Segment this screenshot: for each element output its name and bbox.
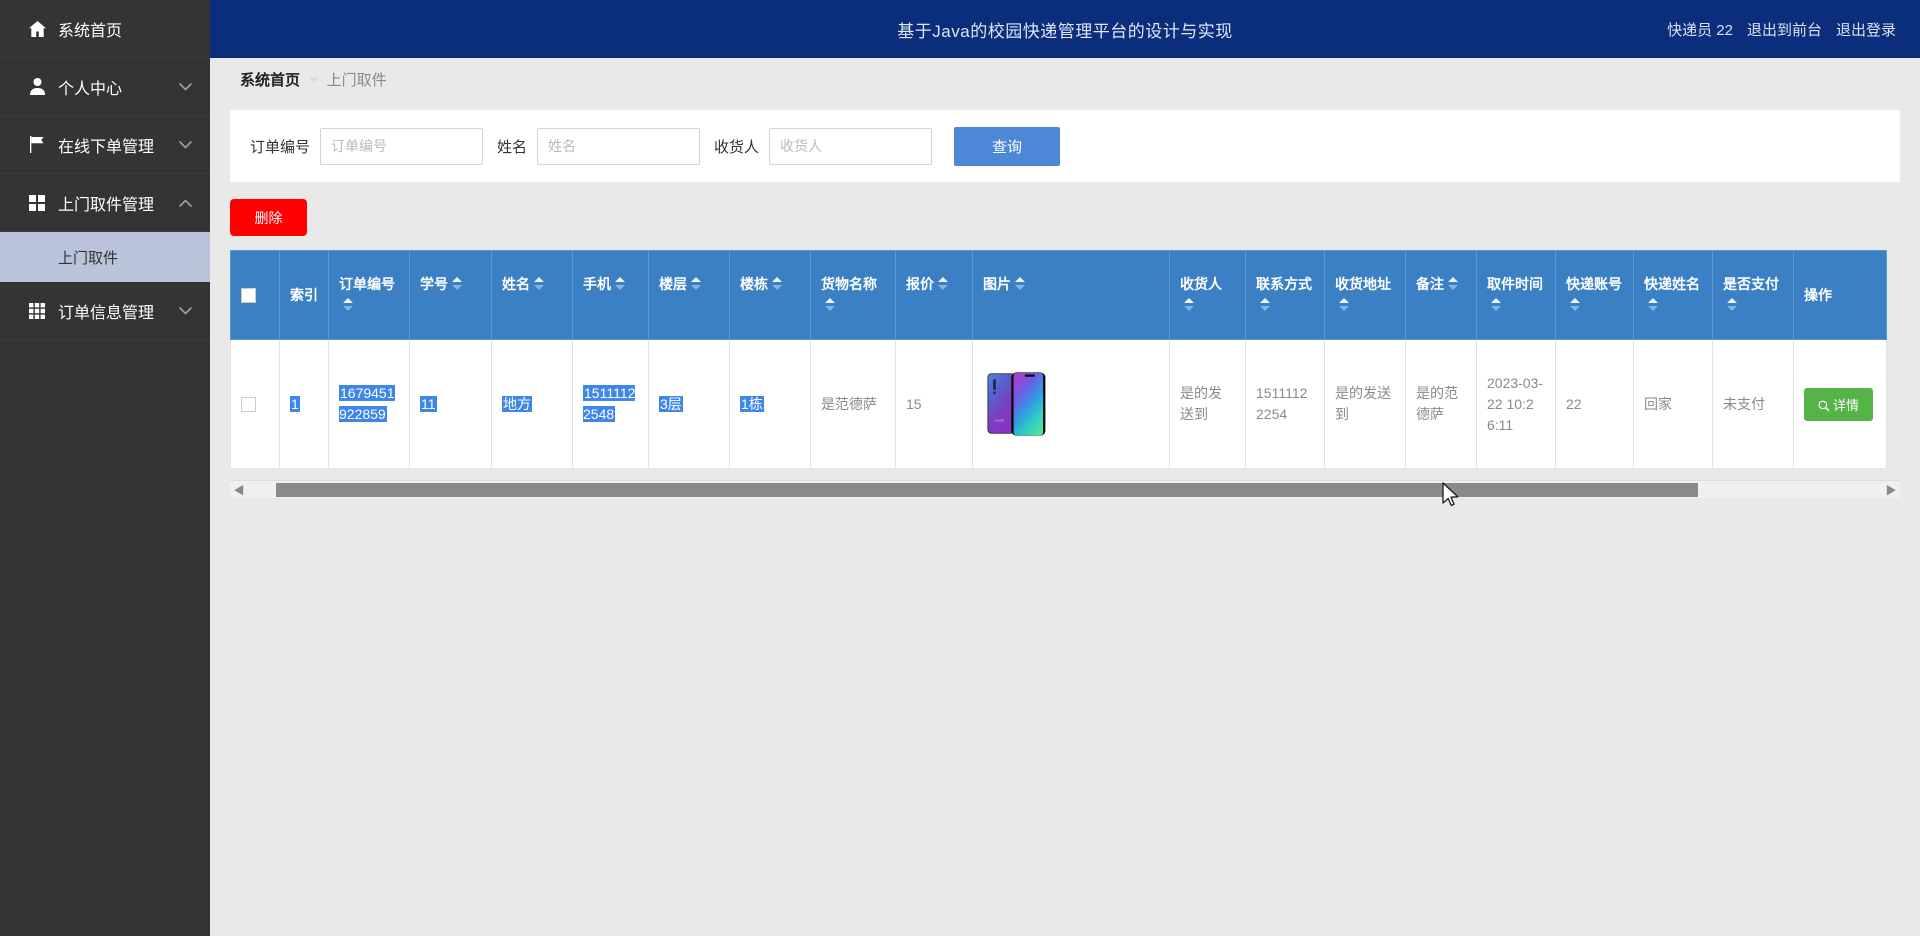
svg-text:HONOR: HONOR <box>995 420 1005 423</box>
